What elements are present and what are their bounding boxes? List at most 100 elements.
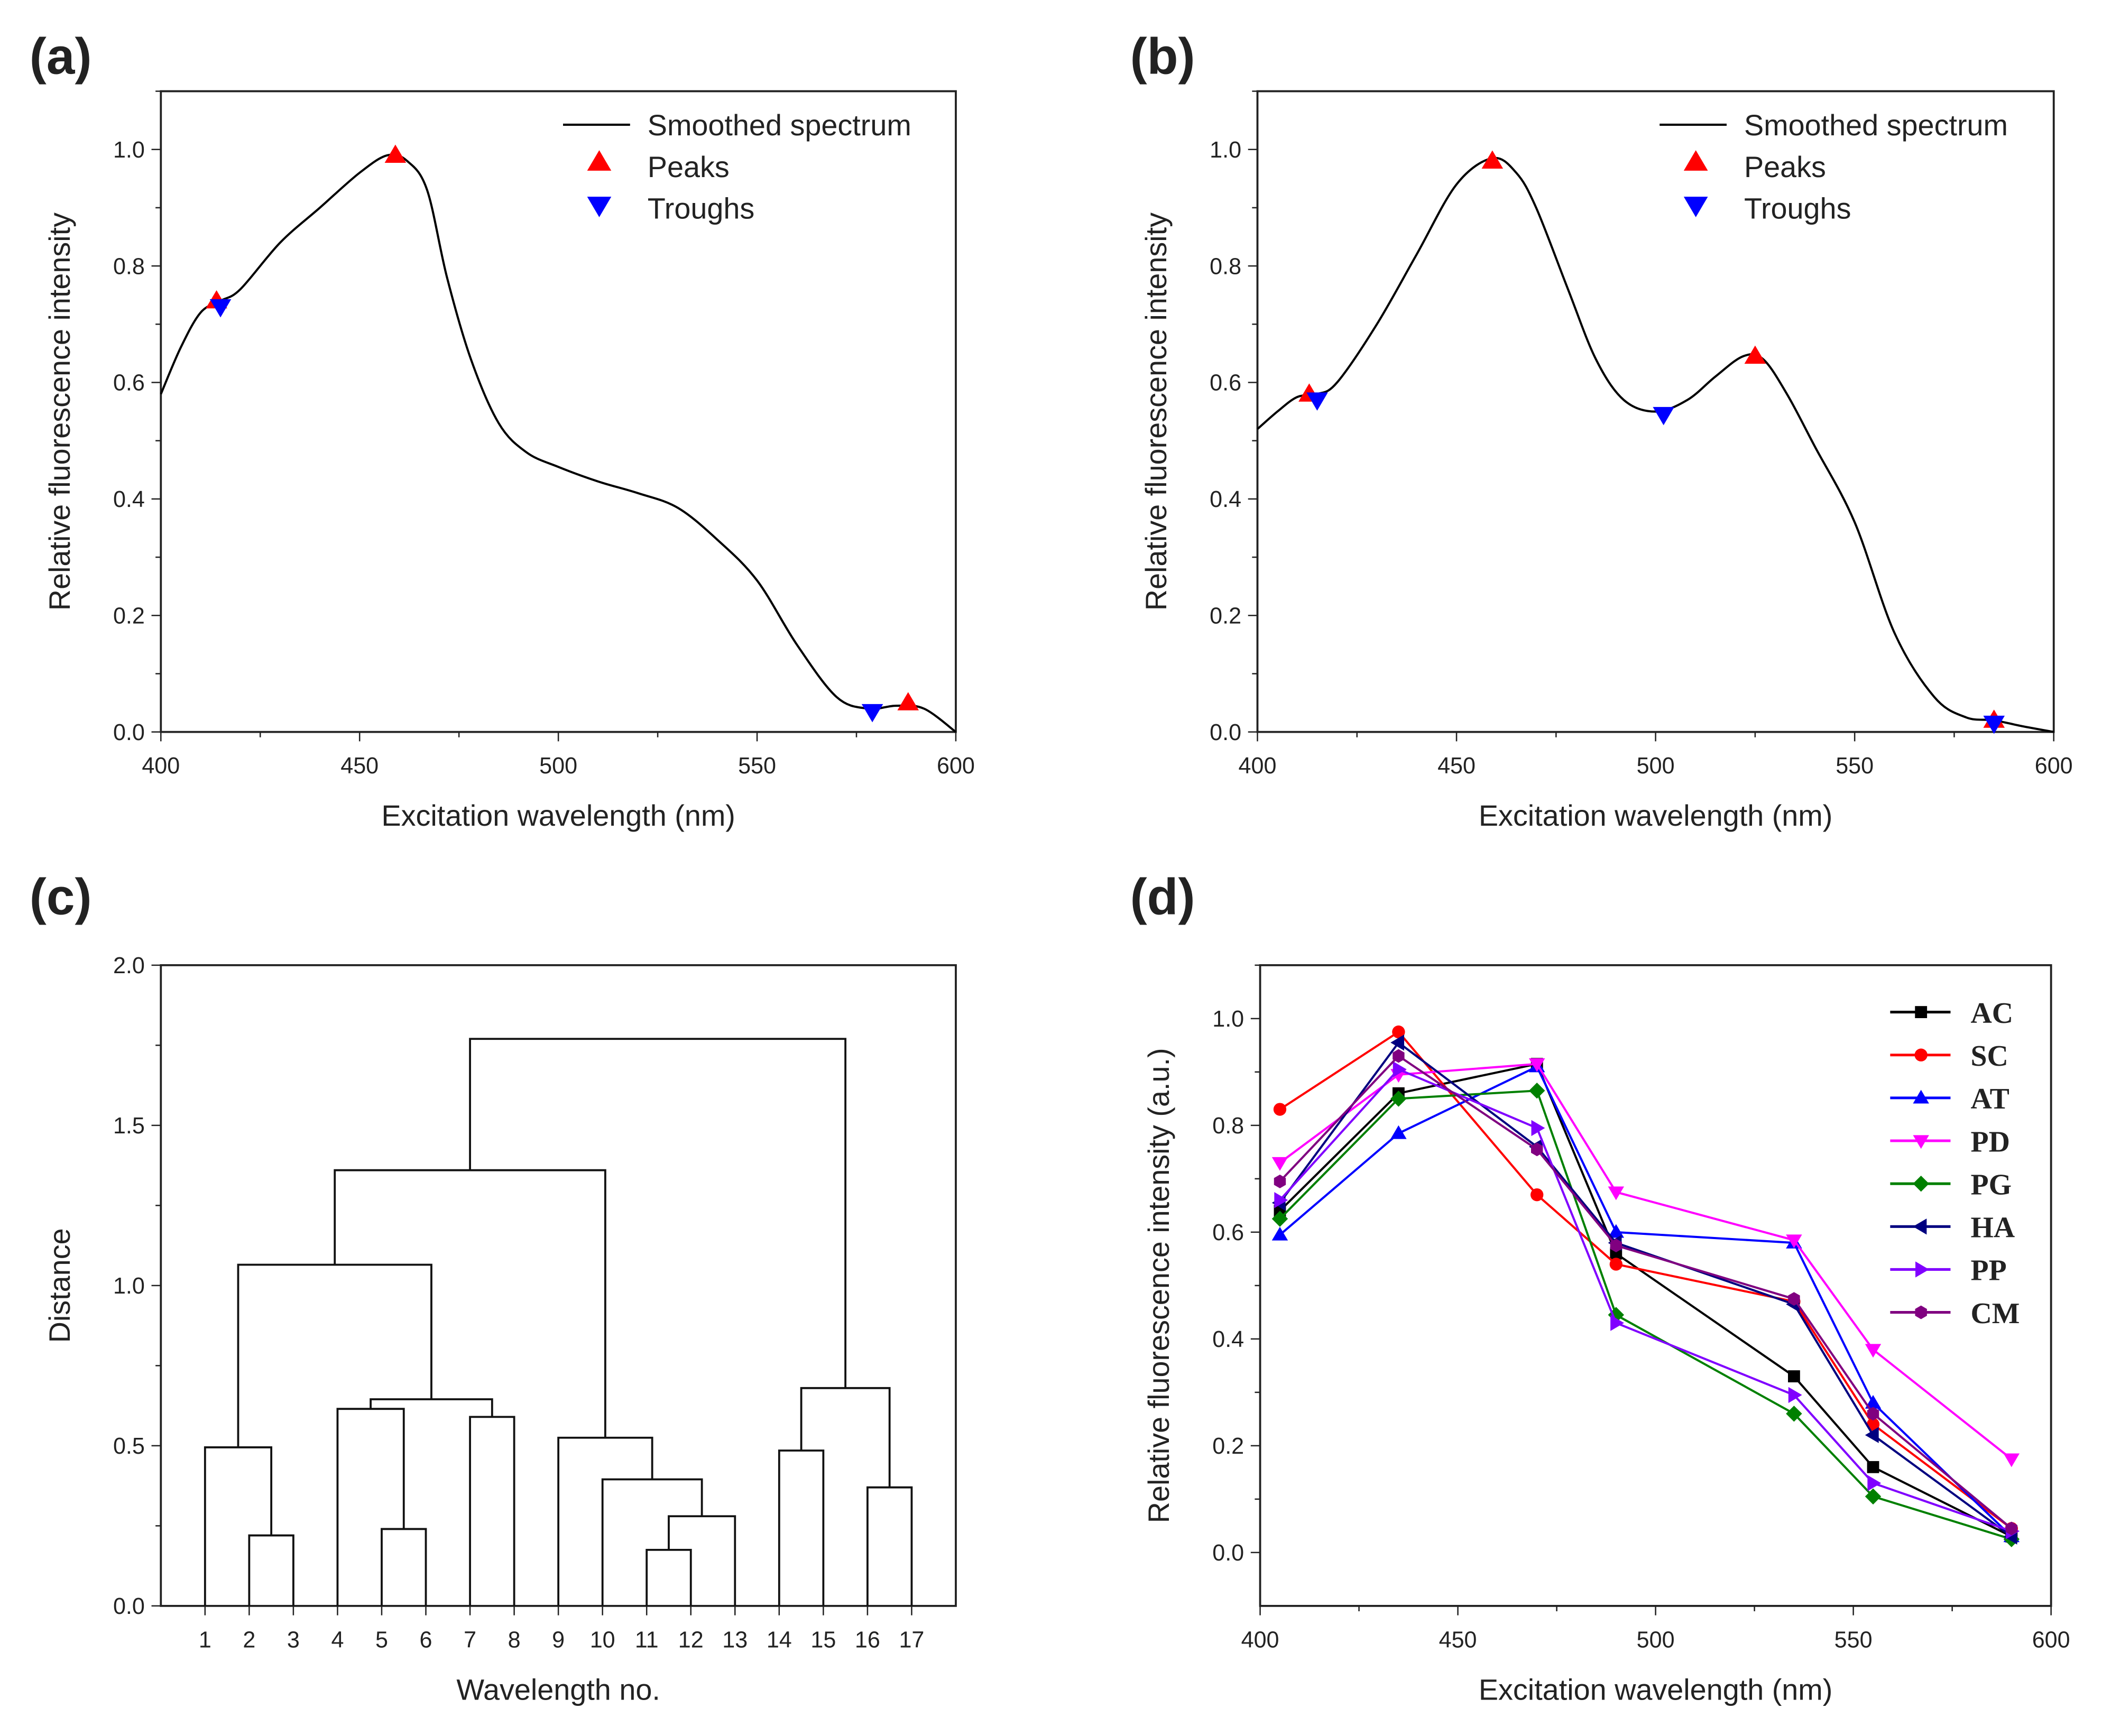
data-point	[1867, 1407, 1879, 1421]
series-line	[1279, 1063, 2012, 1538]
data-point	[1786, 1234, 1802, 1249]
x-tick-label: 1	[199, 1628, 211, 1653]
y-tick-label: 0.2	[113, 603, 145, 629]
panel-label: (c)	[30, 869, 92, 925]
y-tick-label: 0.2	[1212, 1434, 1244, 1459]
y-tick-label: 0.0	[113, 720, 145, 745]
data-point	[1866, 1418, 1880, 1431]
legend-label: Troughs	[648, 192, 755, 225]
legend-marker	[1913, 1135, 1929, 1149]
series-at	[1271, 1058, 2020, 1543]
x-tick-label: 16	[855, 1628, 880, 1653]
data-point	[1786, 1406, 1802, 1422]
y-tick-label: 0.4	[113, 487, 145, 512]
x-axis-label: Excitation wavelength (nm)	[1479, 1673, 1833, 1706]
x-tick-label: 7	[464, 1628, 476, 1653]
dendrogram-link	[866, 1486, 913, 1606]
legend-peaks-marker	[587, 150, 612, 171]
data-point	[1393, 1049, 1405, 1063]
y-tick-label: 0.2	[1210, 603, 1241, 629]
dendrogram-link	[336, 1408, 405, 1606]
data-point	[1274, 1192, 1288, 1208]
x-tick-label: 15	[810, 1628, 836, 1653]
data-point	[1609, 1258, 1622, 1271]
dendrogram-link	[334, 1169, 606, 1438]
x-tick-label: 9	[552, 1628, 565, 1653]
y-tick-label: 0.6	[113, 371, 145, 396]
panel-d: (d) 0.0 0.2 0.4 0.6 0.8 1.0 400 450 500 550 600 Exci…	[1130, 869, 2070, 1706]
y-tick-label: 0.8	[113, 254, 145, 279]
x-tick-label: 2	[243, 1628, 255, 1653]
y-axis-label: Relative fluorescence intensity	[43, 213, 76, 611]
dendrogram-link	[248, 1534, 294, 1606]
y-tick-label: 1.0	[113, 137, 145, 163]
legend-label: HA	[1971, 1212, 2015, 1244]
peak-marker	[897, 692, 919, 710]
series-pg	[1271, 1082, 2020, 1547]
data-point	[1865, 1344, 1882, 1358]
dendrogram-link	[778, 1449, 825, 1606]
series-pp	[1274, 1061, 2020, 1539]
dendrogram-link	[469, 1416, 515, 1606]
trough-marker	[209, 299, 232, 318]
x-tick-label: 4	[331, 1628, 344, 1653]
series-ha	[1271, 1035, 2017, 1545]
data-point	[1788, 1292, 1800, 1306]
y-tick-label: 0.0	[113, 1594, 145, 1619]
x-tick-label: 3	[287, 1628, 300, 1653]
data-point	[2005, 1521, 2018, 1536]
data-point	[1271, 1211, 1288, 1227]
legend-marker	[1914, 1048, 1928, 1061]
y-tick-label: 0.0	[1210, 720, 1241, 745]
x-tick-label: 550	[738, 753, 776, 779]
series-pd	[1271, 1058, 2020, 1467]
legend-label: PP	[1971, 1254, 2007, 1287]
x-tick-label: 500	[1637, 753, 1675, 779]
x-tick-label: 450	[1439, 1628, 1477, 1653]
y-tick-label: 1.0	[113, 1273, 145, 1299]
panel-a: (a) 0.0 0.2 0.4 0.6 0.8 1.0 400 450 500 550 600 Exci…	[30, 29, 975, 833]
data-point	[2003, 1453, 2020, 1467]
x-tick-label: 550	[1836, 753, 1874, 779]
x-axis-label: Excitation wavelength (nm)	[381, 799, 735, 832]
x-tick-label: 400	[1241, 1628, 1279, 1653]
data-point	[1608, 1186, 1625, 1201]
x-tick-label: 450	[1437, 753, 1476, 779]
data-point	[1531, 1188, 1544, 1202]
legend-label: AT	[1971, 1083, 2009, 1115]
y-axis-label: Relative fluorescence intensity (a.u.)	[1142, 1048, 1175, 1523]
x-tick-label: 450	[340, 753, 379, 779]
data-point	[1392, 1025, 1405, 1039]
x-tick-label: 600	[2035, 753, 2073, 779]
y-tick-label: 2.0	[113, 953, 145, 978]
legend-label: SC	[1971, 1040, 2008, 1073]
panel-label: (a)	[30, 29, 92, 85]
data-point	[1610, 1239, 1622, 1253]
x-tick-label: 12	[678, 1628, 704, 1653]
legend-troughs-marker	[587, 197, 612, 217]
x-tick-label: 14	[767, 1628, 792, 1653]
data-point	[1271, 1226, 1288, 1241]
series-line	[1279, 1054, 2013, 1530]
x-tick-label: 550	[1834, 1628, 1873, 1653]
x-tick-label: 5	[375, 1628, 388, 1653]
panel-label: (b)	[1130, 29, 1195, 85]
trough-marker	[1306, 392, 1328, 411]
y-tick-label: 1.0	[1210, 137, 1241, 163]
data-point	[1865, 1395, 1882, 1409]
x-tick-label: 13	[722, 1628, 748, 1653]
x-tick-label: 500	[1637, 1628, 1675, 1653]
x-tick-label: 600	[937, 753, 975, 779]
data-point	[1390, 1091, 1407, 1107]
data-point	[1865, 1488, 1882, 1505]
x-tick-label: 11	[635, 1628, 659, 1653]
x-tick-label: 10	[590, 1628, 615, 1653]
y-tick-label: 1.0	[1212, 1006, 1244, 1032]
legend-label: Smoothed spectrum	[648, 109, 911, 142]
dendrogram-link	[204, 1446, 273, 1606]
peak-marker	[1481, 150, 1504, 169]
dendrogram-link	[601, 1478, 703, 1606]
legend-label: Peaks	[1744, 151, 1826, 183]
data-point	[1531, 1142, 1543, 1157]
legend-label: Smoothed spectrum	[1744, 109, 2008, 142]
